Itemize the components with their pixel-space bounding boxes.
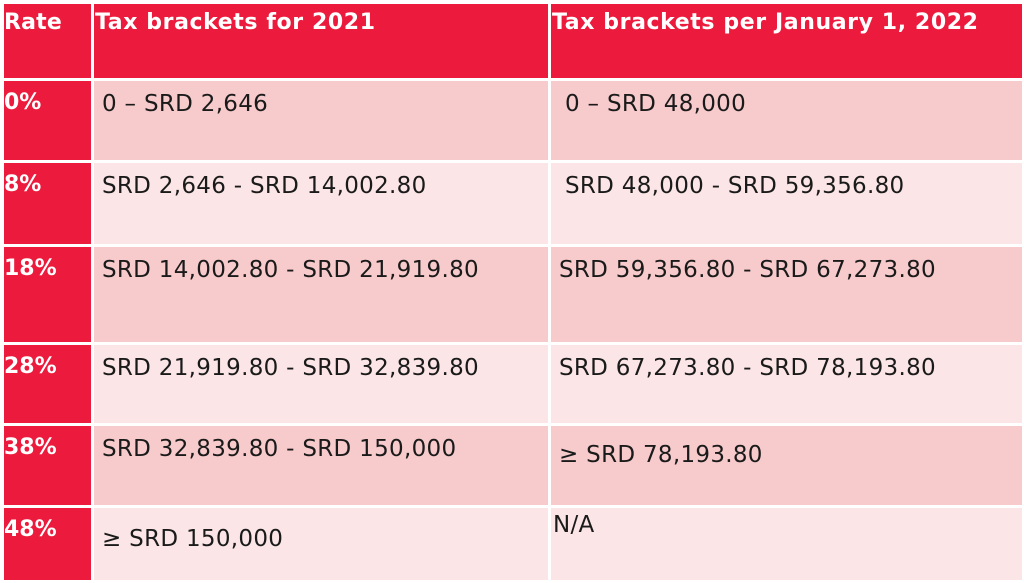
table-row: 8% SRD 2,646 - SRD 14,002.80 SRD 48,000 … <box>4 163 1022 247</box>
rate-cell: 18% <box>4 247 94 345</box>
bracket-2021-cell: SRD 32,839.80 - SRD 150,000 <box>94 426 551 508</box>
table-row: 0% 0 – SRD 2,646 0 – SRD 48,000 <box>4 81 1022 163</box>
table-row: 48% ≥ SRD 150,000 N/A <box>4 508 1022 583</box>
rate-cell: 28% <box>4 345 94 426</box>
bracket-2022-cell: N/A <box>551 508 1022 583</box>
bracket-2022-cell: SRD 48,000 - SRD 59,356.80 <box>551 163 1022 247</box>
rate-cell: 0% <box>4 81 94 163</box>
rate-cell: 48% <box>4 508 94 583</box>
bracket-2021-cell: ≥ SRD 150,000 <box>94 508 551 583</box>
bracket-2022-cell: ≥ SRD 78,193.80 <box>551 426 1022 508</box>
header-row: Rate Tax brackets for 2021 Tax brackets … <box>4 4 1022 81</box>
tax-brackets-table: Rate Tax brackets for 2021 Tax brackets … <box>4 4 1022 583</box>
brackets-2021-column-header: Tax brackets for 2021 <box>94 4 551 81</box>
bracket-2021-cell: SRD 14,002.80 - SRD 21,919.80 <box>94 247 551 345</box>
rate-cell: 8% <box>4 163 94 247</box>
table-header: Rate Tax brackets for 2021 Tax brackets … <box>4 4 1022 81</box>
bracket-2021-cell: SRD 21,919.80 - SRD 32,839.80 <box>94 345 551 426</box>
brackets-2022-column-header: Tax brackets per January 1, 2022 <box>551 4 1022 81</box>
bracket-2022-cell: SRD 67,273.80 - SRD 78,193.80 <box>551 345 1022 426</box>
table-row: 28% SRD 21,919.80 - SRD 32,839.80 SRD 67… <box>4 345 1022 426</box>
table-row: 38% SRD 32,839.80 - SRD 150,000 ≥ SRD 78… <box>4 426 1022 508</box>
bracket-2021-cell: SRD 2,646 - SRD 14,002.80 <box>94 163 551 247</box>
rate-cell: 38% <box>4 426 94 508</box>
bracket-2022-cell: SRD 59,356.80 - SRD 67,273.80 <box>551 247 1022 345</box>
table-row: 18% SRD 14,002.80 - SRD 21,919.80 SRD 59… <box>4 247 1022 345</box>
table-body: 0% 0 – SRD 2,646 0 – SRD 48,000 8% SRD 2… <box>4 81 1022 583</box>
bracket-2021-cell: 0 – SRD 2,646 <box>94 81 551 163</box>
rate-column-header: Rate <box>4 4 94 81</box>
bracket-2022-cell: 0 – SRD 48,000 <box>551 81 1022 163</box>
